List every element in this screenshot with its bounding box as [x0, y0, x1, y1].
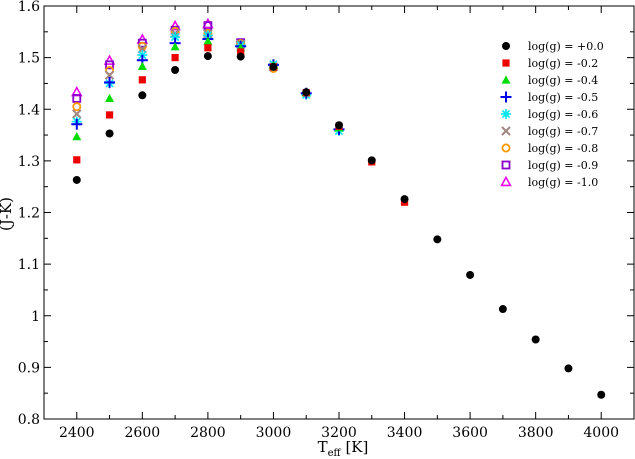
series-3 [72, 36, 344, 141]
x-tick-label: 3600 [452, 425, 488, 441]
data-point [72, 109, 82, 119]
data-point [400, 195, 409, 204]
x-axis-title-subscript: eff [328, 448, 342, 459]
data-point [170, 31, 181, 42]
x-axis-title: Teff [K] [318, 438, 369, 459]
legend-marker [500, 91, 512, 103]
data-point [104, 70, 115, 80]
data-point [72, 132, 82, 141]
data-point [71, 118, 83, 130]
legend-label: log(g) = -0.5 [528, 91, 598, 104]
legend-marker [500, 175, 512, 187]
data-point [103, 54, 116, 65]
series-2 [73, 44, 409, 206]
x-axis-title-main: T [318, 438, 328, 456]
legend-marker [502, 59, 510, 67]
y-tick-label: 1.6 [18, 0, 40, 15]
series-8 [72, 21, 246, 103]
data-point [169, 19, 181, 31]
series-1 [72, 52, 606, 399]
data-point [138, 91, 147, 100]
data-point [466, 270, 475, 279]
data-point [433, 235, 442, 244]
data-point [105, 60, 114, 70]
data-point [73, 156, 81, 164]
legend-marker [502, 42, 510, 50]
legend-label: log(g) = -0.9 [528, 159, 598, 172]
x-tick-label: 2600 [125, 425, 161, 441]
x-tick-label: 3400 [387, 425, 423, 441]
legend-marker [501, 109, 511, 119]
y-tick-label: 1.5 [18, 51, 40, 67]
data-point [202, 17, 214, 29]
data-point [367, 156, 376, 165]
y-tick-label: 1.2 [18, 206, 40, 222]
y-tick-label: 0.9 [18, 360, 40, 376]
legend: log(g) = +0.0 log(g) = -0.2 log(g) = -0.4 l… [500, 40, 604, 189]
x-tick-label: 4000 [583, 425, 619, 441]
data-point [104, 76, 116, 88]
x-tick-label: 3800 [518, 425, 554, 441]
data-point [335, 121, 343, 130]
y-axis-title: (J-K) [0, 197, 15, 231]
data-point [203, 36, 213, 45]
data-point [105, 129, 114, 138]
data-point [170, 42, 180, 51]
legend-label: log(g) = -0.2 [528, 57, 598, 70]
legend-label: log(g) = -1.0 [528, 176, 598, 189]
x-tick-label: 3000 [256, 425, 292, 441]
x-tick-label: 2400 [59, 425, 95, 441]
data-point [237, 48, 245, 56]
x-axis: 2400 2600 2800 3000 3200 3400 3600 3800 4000 [43, 6, 635, 441]
data-point [269, 62, 278, 71]
data-point [302, 88, 311, 97]
data-point [531, 335, 540, 344]
data-point [137, 61, 147, 71]
x-tick-label: 2800 [190, 425, 226, 441]
data-point [236, 52, 245, 61]
legend-label: log(g) = -0.6 [528, 108, 598, 121]
legend-marker [501, 126, 511, 136]
data-point [203, 52, 212, 61]
data-point [498, 305, 507, 314]
legend-label: log(g) = +0.0 [528, 40, 604, 53]
y-tick-label: 0.8 [18, 412, 40, 428]
legend-label: log(g) = -0.8 [528, 142, 598, 155]
data-point [204, 44, 212, 52]
legend-label: log(g) = -0.4 [528, 74, 598, 87]
x-tick-label: 3200 [321, 425, 357, 441]
data-point [564, 364, 573, 373]
legend-marker [501, 160, 511, 170]
data-points [71, 17, 606, 399]
y-tick-label: 1 [31, 309, 40, 325]
y-tick-label: 1.3 [18, 154, 40, 170]
y-axis: 0.8 0.9 1 1.1 1.2 1.3 1.4 1.5 1.6 [18, 0, 634, 428]
y-tick-label: 1.4 [18, 102, 40, 118]
data-point [72, 102, 82, 112]
legend-marker [501, 75, 511, 84]
data-point [137, 38, 147, 48]
data-point [105, 93, 115, 103]
data-point [138, 76, 146, 84]
y-tick-label: 1.1 [18, 257, 40, 273]
data-point [72, 175, 81, 184]
legend-label: log(g) = -0.7 [528, 125, 598, 138]
data-point [171, 54, 179, 62]
data-point [597, 390, 606, 399]
data-point [105, 111, 114, 119]
data-point [171, 66, 180, 75]
legend-marker [501, 143, 511, 153]
x-axis-title-unit: [K] [341, 438, 369, 456]
data-point [72, 94, 82, 103]
